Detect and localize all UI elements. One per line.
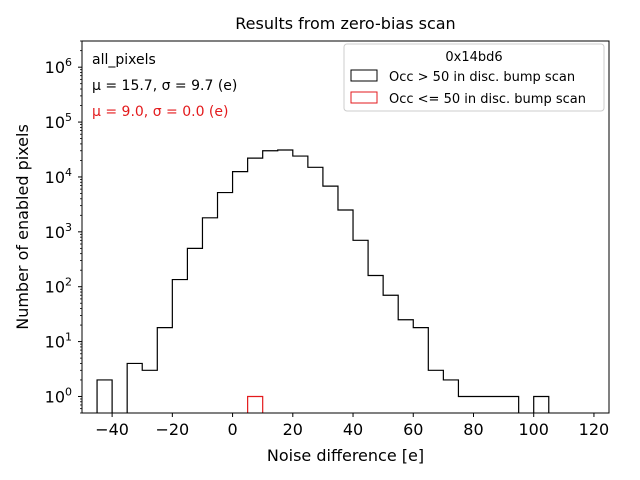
- histogram-bin: [383, 295, 398, 413]
- plot-frame: [81, 40, 610, 414]
- x-tick-label: 0: [227, 420, 237, 439]
- x-tick-label: −20: [155, 420, 189, 439]
- histogram-bin: [534, 396, 549, 413]
- histogram-bin: [293, 156, 308, 413]
- stats-annotation-low-occ: μ = 9.0, σ = 0.0 (e): [92, 104, 228, 120]
- histogram-bin: [142, 370, 157, 413]
- histogram-bin: [504, 396, 519, 413]
- x-tick-label: 60: [403, 420, 423, 439]
- histogram-series-1: [247, 395, 264, 413]
- histogram-bin: [338, 210, 353, 413]
- histogram-bin: [413, 328, 428, 413]
- x-axis-ticks: −40 −20 0 20 40 60 80 100 120: [95, 413, 609, 439]
- x-axis-label: Noise difference [e]: [267, 446, 424, 465]
- x-tick-label: −40: [95, 420, 129, 439]
- histogram-bin: [248, 396, 263, 413]
- histogram-bin: [233, 172, 248, 413]
- histogram-bin: [368, 276, 383, 413]
- legend-swatch-low-occ: [350, 91, 378, 104]
- x-tick-label: 120: [579, 420, 610, 439]
- histogram-bin: [202, 218, 217, 413]
- histogram-bin: [489, 396, 504, 413]
- x-tick-label: 80: [463, 420, 483, 439]
- histogram-bin: [218, 193, 233, 413]
- y-axis-ticks: 100 101 102 103 104 105 106: [45, 40, 82, 414]
- histogram-bin: [458, 396, 473, 413]
- y-axis-label: Number of enabled pixels: [13, 124, 32, 330]
- chart-title: Results from zero-bias scan: [235, 14, 455, 33]
- histogram-bin: [473, 396, 488, 413]
- x-tick-label: 40: [343, 420, 363, 439]
- histogram-bin: [308, 167, 323, 413]
- y-tick-label: 103: [45, 221, 72, 242]
- legend-label-high-occ: Occ > 50 in disc. bump scan: [389, 70, 575, 85]
- y-tick-label: 101: [45, 331, 72, 352]
- histogram-bin: [248, 158, 263, 413]
- legend-label-low-occ: Occ <= 50 in disc. bump scan: [389, 92, 586, 107]
- selection-annotation: all_pixels: [92, 52, 156, 68]
- legend-swatch-high-occ: [350, 69, 378, 82]
- histogram-bin: [187, 248, 202, 413]
- histogram-bin: [263, 151, 278, 413]
- y-tick-label: 102: [45, 276, 72, 297]
- y-tick-label: 104: [45, 166, 72, 187]
- legend: 0x14bd6 Occ > 50 in disc. bump scan Occ …: [343, 43, 605, 112]
- series-layer: [96, 149, 550, 413]
- stats-annotation-all: μ = 15.7, σ = 9.7 (e): [92, 78, 237, 94]
- y-tick-label: 105: [45, 111, 72, 132]
- histogram-bin: [398, 320, 413, 413]
- histogram-bin: [157, 328, 172, 413]
- histogram-bin: [428, 370, 443, 413]
- x-tick-label: 20: [283, 420, 303, 439]
- histogram-bin: [127, 363, 142, 413]
- legend-box: [343, 43, 605, 112]
- legend-title: 0x14bd6: [445, 50, 502, 65]
- y-tick-label: 100: [45, 385, 72, 406]
- histogram-bin: [278, 150, 293, 413]
- y-tick-label: 106: [45, 56, 72, 77]
- histogram-bin: [97, 380, 112, 413]
- histogram-bin: [353, 240, 368, 413]
- x-tick-label: 100: [518, 420, 549, 439]
- histogram-series-0: [96, 149, 550, 413]
- histogram-bin: [323, 186, 338, 413]
- histogram-bin: [443, 380, 458, 413]
- histogram-bin: [172, 280, 187, 413]
